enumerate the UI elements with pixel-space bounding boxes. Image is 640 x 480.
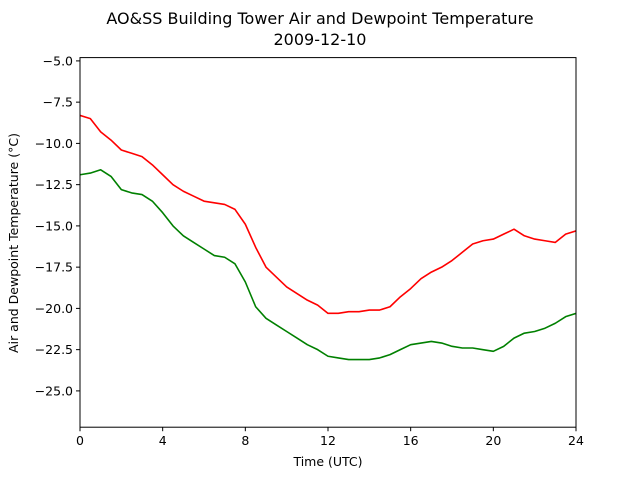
y-tick-label: −12.5 — [35, 177, 73, 192]
x-tick-label: 0 — [76, 433, 84, 448]
y-tick-label: −20.0 — [35, 301, 73, 316]
dewpoint-temperature-line — [80, 169, 576, 361]
y-tick-label: −17.5 — [35, 260, 73, 275]
y-axis: −5.0 −7.5 −10.0 −12.5 −15.0 −17.5 −20.0 −22.5 −2… — [35, 53, 80, 398]
y-tick-label: −7.5 — [43, 95, 73, 110]
y-axis-label: Air and Dewpoint Temperature (°C) — [6, 133, 21, 353]
chart-title: AO&SS Building Tower Air and Dewpoint Te… — [106, 9, 533, 28]
y-tick-label: −5.0 — [43, 53, 73, 68]
x-axis-label: Time (UTC) — [292, 454, 362, 469]
x-tick-label: 8 — [241, 433, 249, 448]
y-tick-label: −25.0 — [35, 383, 73, 398]
chart-subtitle: 2009-12-10 — [274, 30, 367, 49]
x-tick-label: 20 — [485, 433, 501, 448]
x-tick-label: 16 — [403, 433, 419, 448]
series-layer — [80, 114, 576, 361]
x-tick-label: 12 — [320, 433, 336, 448]
y-tick-label: −15.0 — [35, 218, 73, 233]
air-temperature-line — [80, 114, 576, 315]
x-tick-label: 4 — [159, 433, 167, 448]
y-tick-label: −10.0 — [35, 136, 73, 151]
y-tick-label: −22.5 — [35, 342, 73, 357]
x-axis: 0 4 8 12 16 20 24 — [76, 427, 584, 448]
x-tick-label: 24 — [568, 433, 584, 448]
